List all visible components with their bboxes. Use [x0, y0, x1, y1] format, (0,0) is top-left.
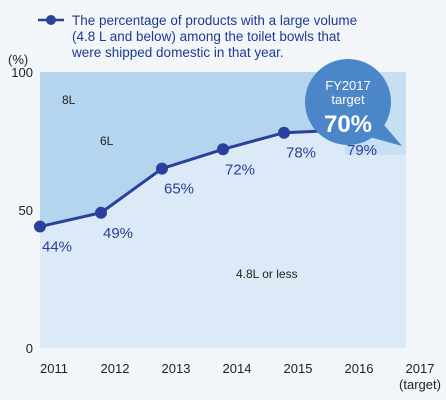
point-2013	[156, 162, 168, 175]
legend: The percentage of products with a large …	[38, 13, 357, 60]
upper-area-6l-8l	[40, 72, 345, 227]
callout-target: target	[331, 92, 365, 107]
label-2011: 44%	[42, 239, 72, 256]
series-line	[39, 128, 346, 229]
point-2012	[95, 206, 107, 219]
region-label-8l: 8L	[62, 93, 76, 107]
y-axis-unit: (%)	[8, 52, 28, 67]
x-axis-target-note: (target)	[399, 377, 441, 392]
y-tick-50: 50	[19, 203, 33, 218]
label-2013: 65%	[164, 181, 194, 198]
x-tick-2015: 2015	[284, 361, 313, 376]
callout-year: FY2017	[325, 78, 371, 93]
legend-line-1: The percentage of products with a large …	[72, 13, 357, 28]
legend-line-2: (4.8 L and below) among the toilet bowls…	[72, 29, 340, 44]
label-2016: 79%	[347, 142, 377, 159]
series-data-labels: 44% 49% 65% 72% 78% 79%	[42, 142, 377, 256]
callout-circle	[305, 59, 391, 145]
x-tick-2012: 2012	[101, 361, 130, 376]
x-tick-2013: 2013	[162, 361, 191, 376]
y-tick-100: 100	[11, 65, 33, 80]
legend-dot-marker	[46, 15, 56, 25]
point-2014	[217, 143, 229, 156]
region-label-4-8l-or-less: 4.8L or less	[236, 267, 298, 281]
target-callout: FY2017 target 70%	[305, 59, 402, 146]
point-2011	[34, 220, 46, 233]
legend-line-3: were shipped domestic in that year.	[71, 45, 284, 60]
x-tick-2016: 2016	[345, 361, 374, 376]
label-2015: 78%	[286, 145, 316, 162]
y-tick-0: 0	[26, 341, 33, 356]
x-tick-2017: 2017	[406, 361, 435, 376]
x-axis-ticks: 2011 2012 2013 2014 2015 2016 2017	[40, 361, 434, 376]
point-2015	[278, 126, 290, 139]
callout-value: 70%	[324, 111, 372, 138]
region-label-6l: 6L	[100, 134, 114, 148]
label-2012: 49%	[103, 225, 133, 242]
y-axis-ticks: 0 50 100	[11, 65, 33, 356]
x-tick-2014: 2014	[223, 361, 252, 376]
x-tick-2011: 2011	[40, 361, 68, 376]
label-2014: 72%	[225, 161, 255, 178]
